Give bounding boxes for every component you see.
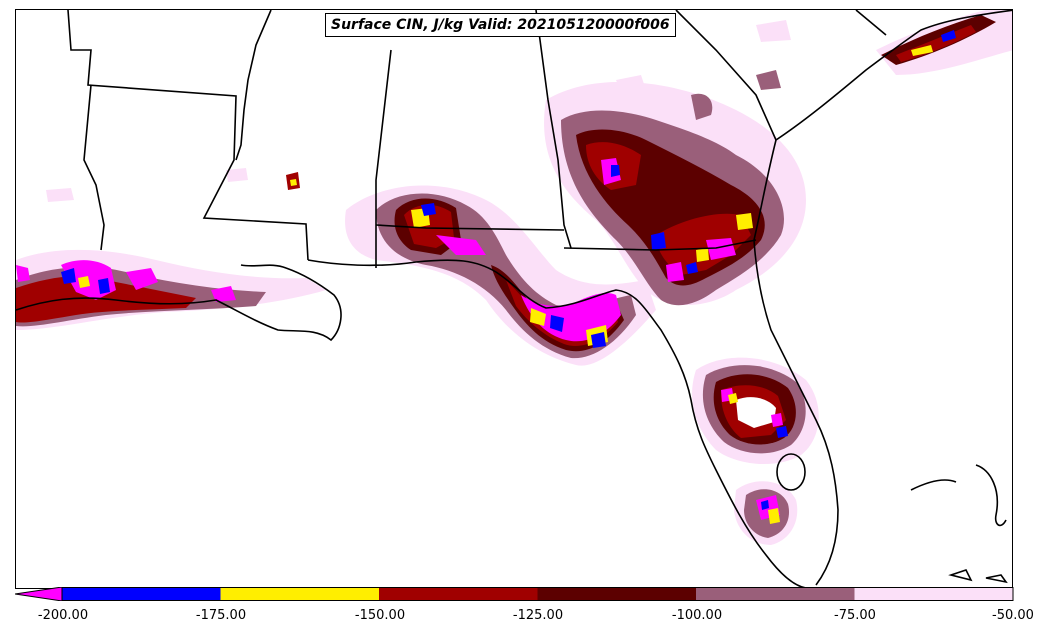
colorbar-tick-label: -75.00 — [834, 608, 876, 623]
cin-area-yellow — [696, 213, 753, 262]
cin-area-blue — [941, 30, 956, 42]
colorbar-tick-label: -125.00 — [512, 608, 564, 623]
colorbar-tick-label: -200.00 — [37, 608, 89, 623]
map-title: Surface CIN, J/kg Valid: 202105120000f00… — [325, 13, 676, 37]
cin-area-magenta — [721, 388, 783, 427]
cin-area-mauve — [691, 70, 781, 120]
cin-area-yellow — [728, 393, 738, 404]
cin-area-magenta — [436, 235, 621, 342]
colorbar-outline — [61, 587, 1014, 601]
colorbar-bin — [220, 587, 379, 601]
colorbar-bin — [696, 587, 855, 601]
cin-area-blue — [61, 268, 110, 294]
cin-area-blue — [776, 426, 788, 438]
state-borders — [16, 10, 1012, 588]
cin-area-yellow — [290, 179, 297, 186]
colorbar-bin — [537, 587, 696, 601]
cin-area-yellow — [768, 508, 780, 524]
colorbar-under-arrow — [15, 587, 63, 601]
cin-area-blue — [761, 500, 769, 510]
colorbar-tick-label: -150.00 — [354, 608, 406, 623]
cin-area-yellow — [411, 208, 608, 346]
colorbar-bin — [854, 587, 1013, 601]
colorbar-tick-label: -175.00 — [195, 608, 247, 623]
cin-map — [16, 10, 1012, 588]
cin-area-yellow — [911, 45, 933, 56]
colorbar-bin — [62, 587, 221, 601]
map-panel — [15, 9, 1013, 589]
cin-area-yellow — [78, 276, 90, 288]
colorbar — [15, 587, 1014, 601]
colorbar-tick-label: -50.00 — [992, 608, 1034, 623]
colorbar-tick-label: -100.00 — [671, 608, 723, 623]
colorbar-bin — [379, 587, 538, 601]
cin-area-lightest — [736, 397, 776, 428]
